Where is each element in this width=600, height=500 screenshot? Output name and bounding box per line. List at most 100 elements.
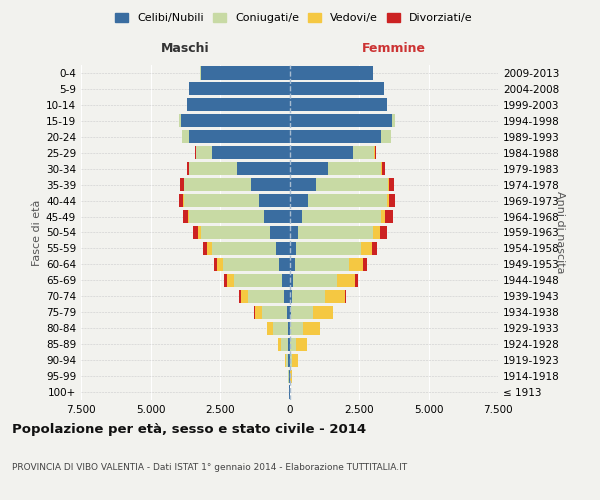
Bar [387, 194, 389, 207]
Bar [180, 178, 184, 191]
Bar [290, 370, 292, 382]
Bar [217, 258, 223, 271]
Bar [214, 258, 217, 271]
Bar [373, 226, 380, 239]
Bar [286, 354, 289, 366]
Bar [281, 338, 288, 350]
Bar [295, 258, 349, 271]
Text: Maschi: Maschi [161, 42, 209, 55]
Bar [296, 338, 307, 350]
Bar [290, 258, 295, 271]
Bar [236, 162, 290, 175]
Bar [290, 354, 292, 366]
Bar [187, 162, 189, 175]
Bar [259, 194, 290, 207]
Bar [184, 210, 188, 223]
Text: Popolazione per età, sesso e stato civile - 2014: Popolazione per età, sesso e stato civil… [12, 422, 366, 436]
Bar [290, 130, 381, 143]
Bar [179, 114, 181, 128]
Bar [316, 178, 388, 191]
Bar [302, 210, 381, 223]
Bar [254, 306, 255, 319]
Bar [212, 242, 275, 255]
Bar [196, 146, 212, 160]
Bar [349, 258, 362, 271]
Bar [190, 162, 236, 175]
Bar [290, 114, 392, 128]
Bar [208, 242, 212, 255]
Bar [296, 242, 361, 255]
Bar [392, 114, 395, 128]
Bar [179, 194, 184, 207]
Bar [389, 194, 395, 207]
Bar [224, 274, 227, 287]
Bar [362, 258, 367, 271]
Bar [298, 226, 373, 239]
Legend: Celibi/Nubili, Coniugati/e, Vedovi/e, Divorziati/e: Celibi/Nubili, Coniugati/e, Vedovi/e, Di… [111, 8, 477, 28]
Bar [275, 242, 290, 255]
Bar [282, 274, 290, 287]
Bar [290, 322, 303, 335]
Bar [290, 290, 292, 303]
Bar [325, 290, 344, 303]
Bar [239, 290, 241, 303]
Bar [248, 290, 284, 303]
Bar [290, 82, 384, 96]
Bar [388, 178, 389, 191]
Bar [193, 226, 199, 239]
Bar [262, 306, 287, 319]
Text: Femmine: Femmine [362, 42, 426, 55]
Bar [212, 146, 290, 160]
Bar [372, 242, 377, 255]
Bar [235, 274, 282, 287]
Bar [288, 338, 290, 350]
Bar [290, 274, 293, 287]
Bar [292, 354, 298, 366]
Bar [290, 306, 291, 319]
Bar [374, 146, 376, 160]
Bar [328, 162, 381, 175]
Bar [290, 242, 296, 255]
Bar [289, 354, 290, 366]
Bar [332, 306, 334, 319]
Bar [292, 290, 325, 303]
Bar [380, 226, 388, 239]
Bar [361, 242, 372, 255]
Bar [190, 210, 265, 223]
Bar [308, 194, 387, 207]
Bar [290, 194, 308, 207]
Bar [288, 370, 289, 382]
Bar [290, 178, 316, 191]
Bar [381, 130, 391, 143]
Bar [200, 226, 270, 239]
Bar [287, 306, 290, 319]
Bar [381, 210, 385, 223]
Bar [285, 354, 286, 366]
Y-axis label: Anni di nascita: Anni di nascita [555, 191, 565, 274]
Bar [290, 210, 302, 223]
Bar [270, 226, 290, 239]
Bar [184, 178, 251, 191]
Bar [184, 194, 259, 207]
Bar [290, 66, 373, 80]
Bar [344, 290, 346, 303]
Bar [290, 162, 328, 175]
Bar [255, 306, 262, 319]
Bar [355, 274, 358, 287]
Bar [290, 226, 298, 239]
Bar [278, 338, 281, 350]
Bar [291, 306, 313, 319]
Text: PROVINCIA DI VIBO VALENTIA - Dati ISTAT 1° gennaio 2014 - Elaborazione TUTTITALI: PROVINCIA DI VIBO VALENTIA - Dati ISTAT … [12, 462, 407, 471]
Bar [385, 210, 393, 223]
Bar [199, 226, 200, 239]
Bar [284, 290, 290, 303]
Y-axis label: Fasce di età: Fasce di età [32, 200, 42, 266]
Bar [265, 210, 290, 223]
Bar [290, 146, 353, 160]
Bar [181, 114, 290, 128]
Bar [290, 338, 296, 350]
Bar [337, 274, 355, 287]
Bar [251, 178, 290, 191]
Bar [227, 274, 235, 287]
Bar [279, 258, 290, 271]
